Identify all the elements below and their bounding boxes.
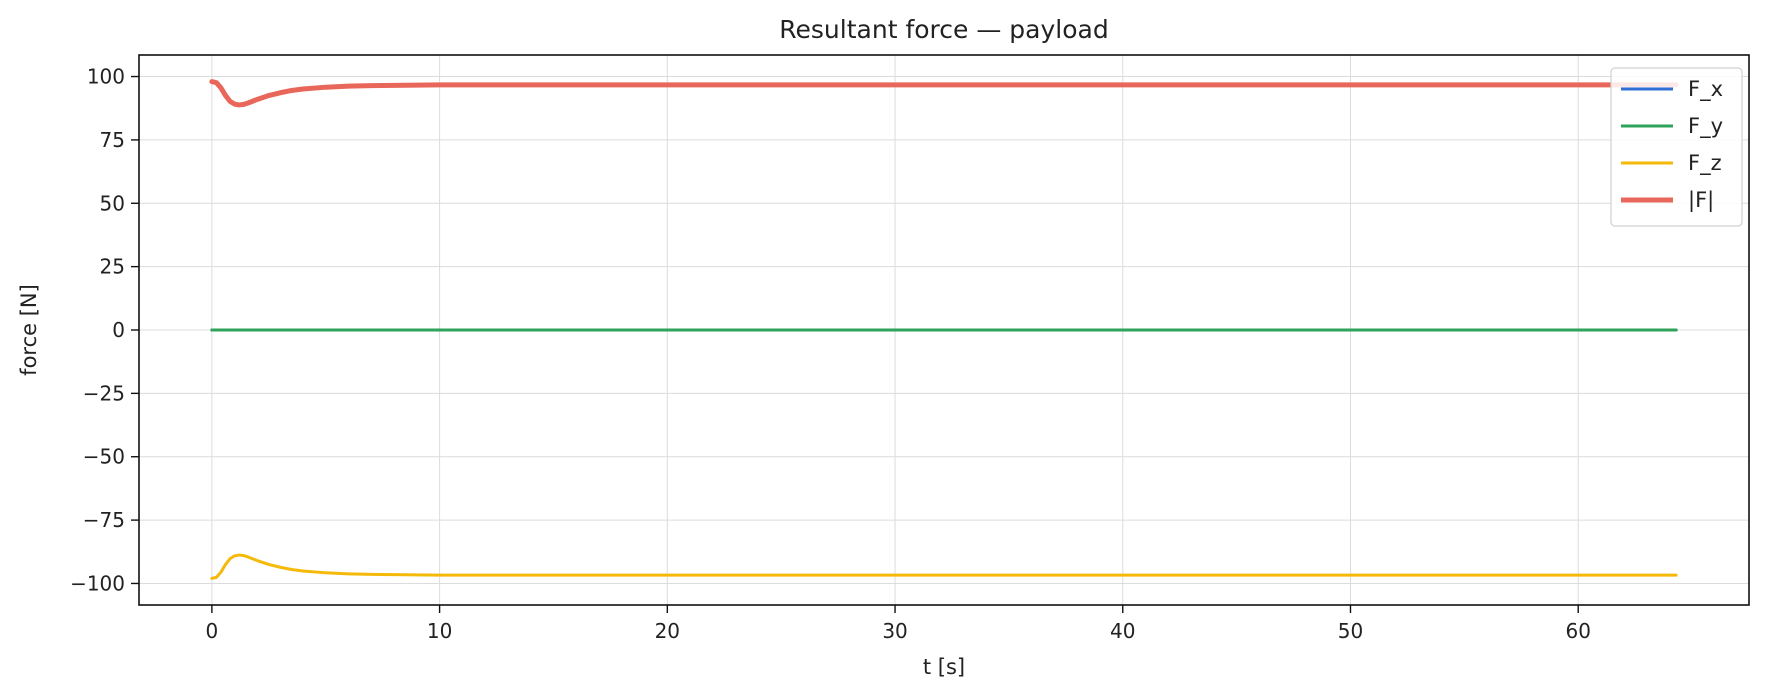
x-tick-label: 30 <box>882 619 907 643</box>
y-tick-label: 50 <box>100 191 125 215</box>
series-line-fz <box>210 553 1678 580</box>
y-tick-label: −100 <box>70 571 125 595</box>
legend-label: F_z <box>1688 151 1722 176</box>
y-tick-label: 25 <box>100 255 125 279</box>
series-line-f <box>209 79 1679 108</box>
legend: F_x F_y F_z |F| <box>1610 67 1743 227</box>
x-tick-label: 40 <box>1110 619 1135 643</box>
x-tick-label: 10 <box>427 619 452 643</box>
series-layer <box>209 79 1679 580</box>
legend-label: |F| <box>1688 188 1714 213</box>
legend-label: F_y <box>1688 114 1723 139</box>
x-tick-label: 20 <box>655 619 680 643</box>
legend-label: F_x <box>1688 77 1723 102</box>
x-tick-label: 50 <box>1338 619 1363 643</box>
x-axis-label: t [s] <box>923 655 965 679</box>
y-tick-label: 100 <box>87 65 125 89</box>
y-tick-label: 0 <box>112 318 125 342</box>
y-tick-label: −75 <box>83 508 125 532</box>
y-axis-label: force [N] <box>17 284 41 376</box>
y-tick-label: −50 <box>83 445 125 469</box>
chart-title: Resultant force — payload <box>779 15 1108 44</box>
y-tick-label: 75 <box>100 128 125 152</box>
y-tick-label: −25 <box>83 381 125 405</box>
x-tick-label: 0 <box>206 619 219 643</box>
ticks: 0 10 20 30 40 50 60 100 75 50 25 0 −25 −50 −75 −100 <box>70 65 1591 643</box>
legend-box <box>1610 67 1743 227</box>
x-tick-label: 60 <box>1565 619 1590 643</box>
